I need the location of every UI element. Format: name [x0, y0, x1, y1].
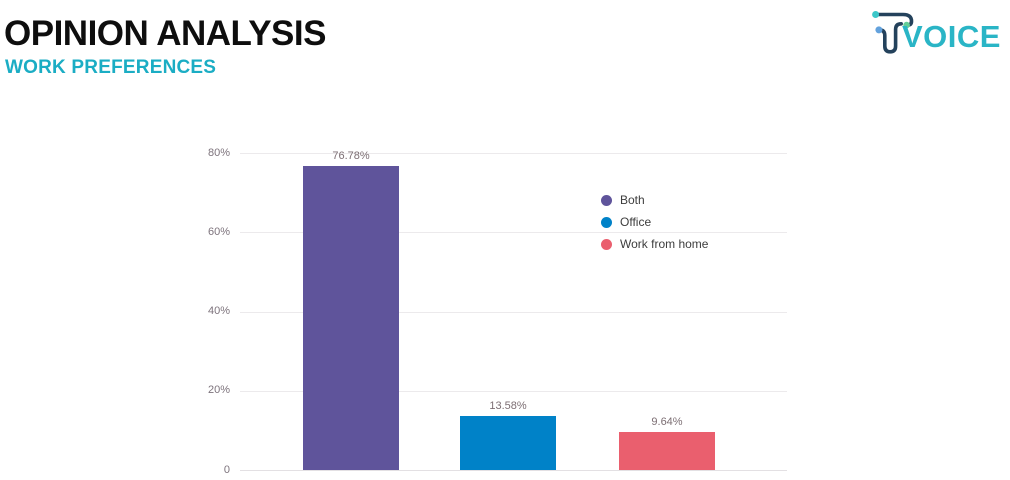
legend-item-both: Both	[601, 189, 708, 211]
voice-logo-icon	[872, 11, 914, 54]
logo-dot-blue	[875, 26, 883, 34]
gridline-60	[240, 232, 787, 234]
chart-legend: Both Office Work from home	[601, 189, 708, 255]
page-title: OPINION ANALYSIS	[4, 14, 326, 53]
bar-work-from-home	[619, 431, 715, 470]
legend-marker-icon	[601, 194, 612, 206]
logo-dot-teal	[872, 11, 880, 18]
legend-label: Work from home	[620, 237, 709, 251]
legend-marker-icon	[601, 238, 612, 250]
legend-label: Both	[620, 193, 645, 207]
legend-label: Office	[620, 215, 652, 229]
voice-logo: VOICE	[866, 6, 1006, 64]
gridline-40	[240, 311, 787, 313]
y-axis-tick-label: 0	[223, 463, 230, 476]
bar-value-label: 13.58%	[489, 400, 527, 413]
bar-value-label: 9.64%	[651, 415, 683, 428]
gridline-80	[240, 153, 787, 154]
legend-marker-icon	[601, 216, 612, 228]
bar-office	[460, 416, 556, 470]
page-subtitle: WORK PREFERENCES	[5, 57, 217, 78]
y-axis-tick-label: 60%	[207, 225, 230, 238]
gridline-20	[240, 390, 787, 392]
y-axis-tick-label: 20%	[207, 384, 230, 397]
bar-value-label: 76.78%	[332, 149, 370, 162]
legend-item-work-from-home: Work from home	[601, 233, 708, 255]
logo-dot-green	[903, 21, 910, 29]
voice-logo-text: VOICE	[902, 19, 1001, 54]
y-axis-tick-label: 40%	[207, 305, 230, 317]
bar-both	[303, 165, 399, 470]
gridline-0	[240, 470, 787, 471]
legend-item-office: Office	[601, 211, 708, 233]
y-axis-tick-label: 80%	[207, 146, 230, 159]
